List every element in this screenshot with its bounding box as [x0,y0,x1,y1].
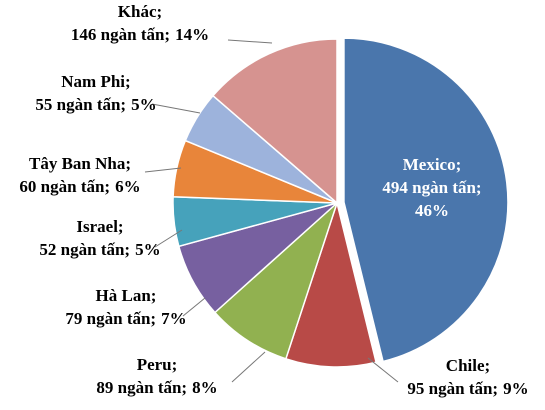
value-label: 95 ngàn tấn; [407,379,498,398]
percent-label: 6% [115,177,141,196]
leader-line [367,357,399,383]
data-label-name: Hà Lan; [96,286,157,305]
percent-label: 5% [135,240,161,259]
data-label-name: Chile; [446,356,490,375]
data-label-name: Khác; [118,2,162,21]
leader-line [227,39,273,44]
percent-label: 14% [175,25,209,44]
leader-line [144,167,182,173]
data-label-name: Peru; [137,355,178,374]
value-label: 146 ngàn tấn; [71,25,170,44]
percent-label: 9% [503,379,529,398]
leader-line [154,229,183,248]
data-label: 79 ngàn tấn; 7% [65,309,186,328]
data-label-name: Nam Phi; [61,72,130,91]
data-label-name: Tây Ban Nha; [29,154,131,173]
leader-line [231,351,266,383]
value-label: 60 ngàn tấn; [19,177,110,196]
value-label: 79 ngàn tấn; [65,309,156,328]
data-label-name: Mexico; [403,155,462,174]
percent-label: 46% [415,201,449,220]
pie-slice [211,38,338,205]
value-label: 89 ngàn tấn; [96,378,187,397]
data-label: 60 ngàn tấn; 6% [19,177,140,196]
pie-slice [343,37,509,363]
percent-label: 5% [131,95,157,114]
percent-label: 8% [192,378,218,397]
data-label: 146 ngàn tấn; 14% [71,25,209,44]
percent-label: 7% [161,309,187,328]
leader-line [151,103,201,114]
data-label: 52 ngàn tấn; 5% [39,240,160,259]
data-label: 494 ngàn tấn; [382,178,481,197]
data-label: 89 ngàn tấn; 8% [96,378,217,397]
data-label: 95 ngàn tấn; 9% [407,379,528,398]
value-label: 52 ngàn tấn; [39,240,130,259]
value-label: 55 ngàn tấn; [35,95,126,114]
pie-slice [213,200,339,360]
data-label-name: Israel; [76,217,123,236]
data-label: 55 ngàn tấn; 5% [35,95,156,114]
value-label: 494 ngàn tấn; [382,178,481,197]
leader-line [182,297,206,317]
